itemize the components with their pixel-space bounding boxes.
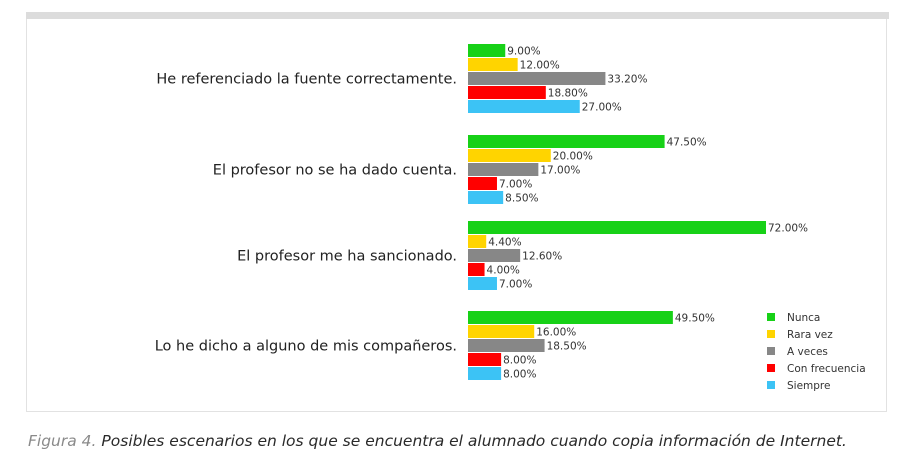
legend-label: Nunca	[787, 312, 820, 324]
data-label: 4.40%	[488, 237, 521, 249]
chart-frame	[26, 19, 887, 412]
bar	[468, 367, 502, 380]
bar	[468, 58, 518, 71]
data-label: 27.00%	[582, 102, 622, 114]
legend-label: Rara vez	[787, 329, 833, 341]
bar	[468, 339, 545, 352]
legend-swatch	[767, 330, 775, 338]
data-label: 8.00%	[503, 355, 536, 367]
category-label: El profesor no se ha dado cuenta.	[213, 163, 457, 179]
legend-label: A veces	[787, 346, 828, 358]
data-label: 7.00%	[499, 179, 532, 191]
bar	[468, 325, 535, 338]
legend-swatch	[767, 381, 775, 389]
figure-caption: Figura 4. Posibles escenarios en los que…	[28, 432, 888, 450]
data-label: 8.00%	[503, 369, 536, 381]
legend-swatch	[767, 364, 775, 372]
data-label: 20.00%	[553, 151, 593, 163]
legend-swatch	[767, 313, 775, 321]
data-label: 12.60%	[522, 251, 562, 263]
bar	[468, 135, 665, 148]
data-label: 49.50%	[675, 313, 715, 325]
bar	[468, 249, 521, 262]
caption-text: Posibles escenarios en los que se encuen…	[96, 432, 847, 450]
category-label: He referenciado la fuente correctamente.	[156, 72, 457, 88]
data-label: 16.00%	[536, 327, 576, 339]
bar	[468, 221, 766, 234]
category-label: Lo he dicho a alguno de mis compañeros.	[155, 339, 457, 355]
data-label: 7.00%	[499, 279, 532, 291]
bar	[468, 235, 487, 248]
data-label: 33.20%	[607, 74, 647, 86]
bar	[468, 353, 502, 366]
legend-swatch	[767, 347, 775, 355]
bar	[468, 149, 551, 162]
bar	[468, 72, 606, 85]
legend-label: Con frecuencia	[787, 363, 866, 375]
data-label: 72.00%	[768, 223, 808, 235]
bar	[468, 100, 580, 113]
data-label: 18.50%	[547, 341, 587, 353]
category-label: El profesor me ha sancionado.	[237, 249, 457, 265]
bar	[468, 177, 497, 190]
data-label: 4.00%	[487, 265, 520, 277]
data-label: 9.00%	[507, 46, 540, 58]
bar	[468, 311, 673, 324]
value-labels: 9.00% 12.00% 33.20% 18.80% 27.00% 47.50% 20.00…	[487, 46, 809, 381]
category-labels: He referenciado la fuente correctamente.…	[155, 72, 457, 355]
figure-label: Figura 4.	[28, 432, 97, 450]
bar	[468, 163, 539, 176]
data-label: 8.50%	[505, 193, 538, 205]
bar	[468, 263, 485, 276]
bar	[468, 86, 546, 99]
bars	[468, 44, 766, 380]
top-band	[26, 12, 889, 19]
bar	[468, 44, 506, 57]
legend-label: Siempre	[787, 380, 830, 392]
data-label: 18.80%	[548, 88, 588, 100]
legend: Nunca Rara vez A veces Con frecuencia Siempr…	[767, 312, 866, 392]
data-label: 12.00%	[520, 60, 560, 72]
bar	[468, 277, 497, 290]
bar	[468, 191, 504, 204]
data-label: 47.50%	[667, 137, 707, 149]
data-label: 17.00%	[540, 165, 580, 177]
